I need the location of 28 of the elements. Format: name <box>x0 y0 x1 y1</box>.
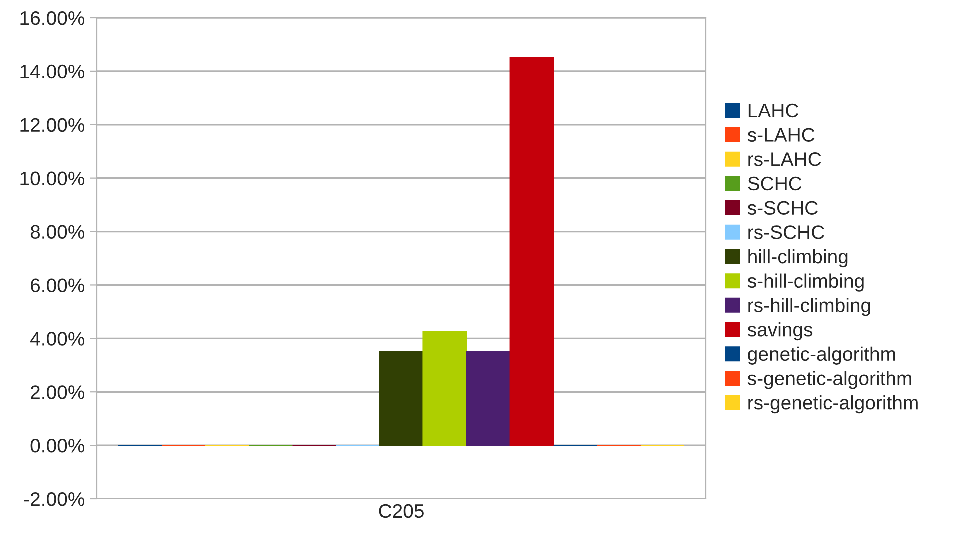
y-tick-label: 10.00% <box>20 172 85 186</box>
legend-label: s-hill-climbing <box>748 274 864 292</box>
y-tick-label: -2.00% <box>24 492 85 506</box>
bar <box>379 351 424 446</box>
x-tick-label: C205 <box>379 504 424 518</box>
y-tick-label: 2.00% <box>31 386 85 400</box>
legend-label: SCHC <box>748 176 802 191</box>
legend-label: LAHC <box>748 104 798 118</box>
bar <box>466 351 511 446</box>
legend-label: savings <box>748 322 813 341</box>
legend-label: rs-SCHC <box>748 226 824 240</box>
legend-label: rs-LAHC <box>748 152 822 166</box>
y-tick-label: 6.00% <box>31 278 85 292</box>
legend-label: s-SCHC <box>748 201 818 216</box>
bar <box>422 331 468 446</box>
legend-label: s-LAHC <box>748 128 815 142</box>
y-tick-label: 0.00% <box>30 439 85 453</box>
legend-label: rs-genetic-algorithm <box>748 396 918 414</box>
y-tick-label: 16.00% <box>20 11 85 26</box>
y-tick-label: 14.00% <box>20 64 85 79</box>
y-tick-label: 12.00% <box>20 118 85 132</box>
y-tick-label: 4.00% <box>30 332 85 346</box>
legend-label: genetic-algorithm <box>748 346 896 365</box>
legend-label: hill-climbing <box>748 249 848 268</box>
legend-label: s-genetic-algorithm <box>748 371 912 390</box>
bar <box>510 58 554 446</box>
y-tick-label: 8.00% <box>30 225 85 240</box>
legend-label: rs-hill-climbing <box>748 298 870 316</box>
